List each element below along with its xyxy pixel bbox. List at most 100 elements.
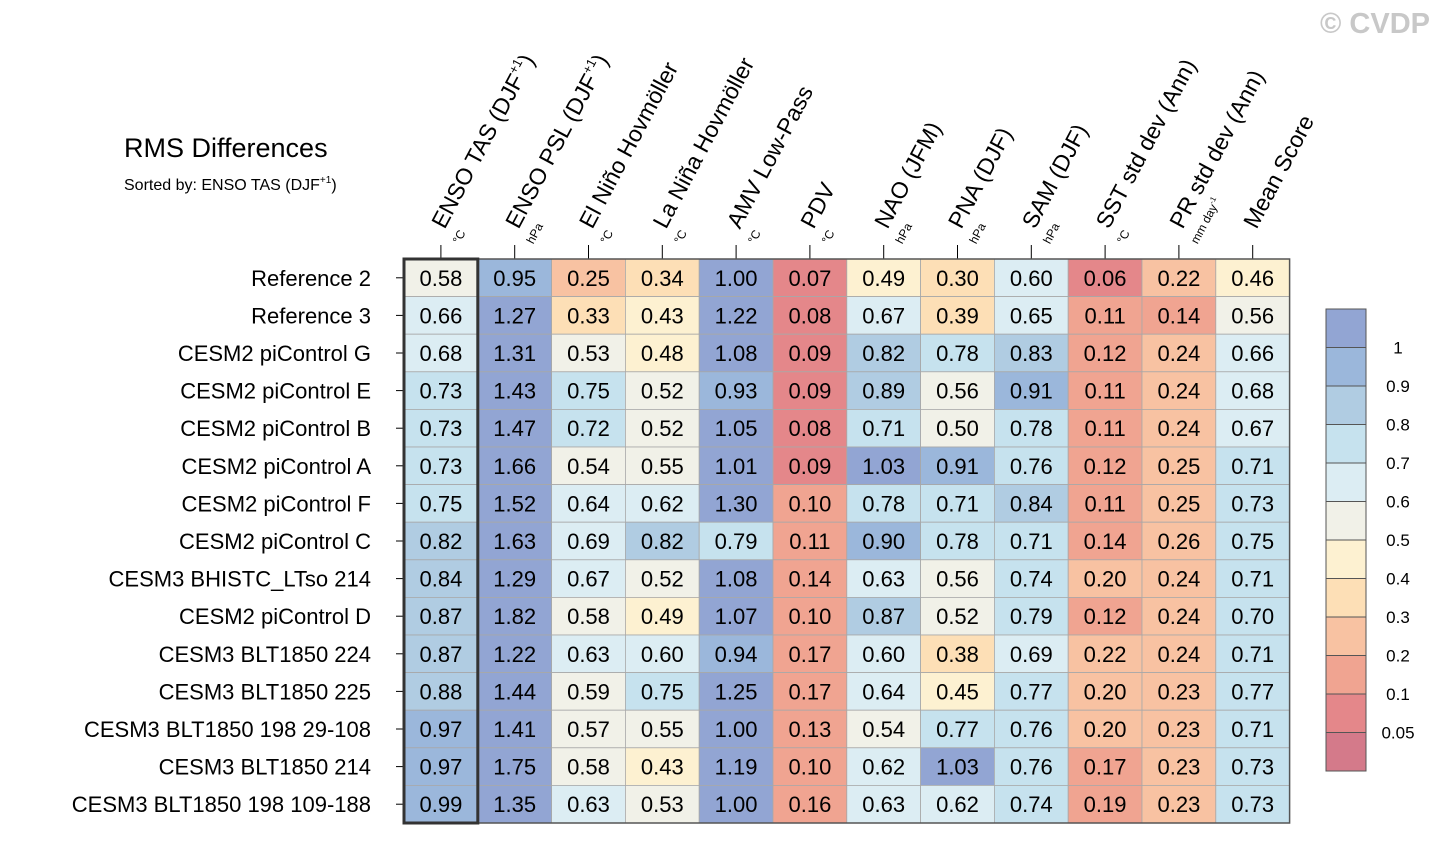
heatmap-cells: 0.58 0.95 0.25 0.34 1.00 0.07 0.49 0.30 0.60 0.06… bbox=[402, 257, 1291, 825]
cell-value-label: 0.24 bbox=[1157, 341, 1200, 366]
cell-value-label: 0.26 bbox=[1157, 529, 1200, 554]
cell-value-label: 1.08 bbox=[715, 341, 758, 366]
cell-value-label: 0.24 bbox=[1157, 642, 1200, 667]
column-unit: °C bbox=[450, 227, 469, 246]
colorbar-tick-label: 0.4 bbox=[1386, 570, 1410, 589]
cell-value-label: 0.71 bbox=[1231, 454, 1274, 479]
cell-value-label: 0.23 bbox=[1157, 679, 1200, 704]
cell-value-label: 0.64 bbox=[862, 679, 905, 704]
cell-value-label: 0.22 bbox=[1157, 266, 1200, 291]
cell-value-label: 0.24 bbox=[1157, 416, 1200, 441]
column-header: NAO (JFM)hPa bbox=[869, 117, 947, 246]
heatmap-cell bbox=[994, 559, 1069, 598]
cell-value-label: 0.74 bbox=[1010, 567, 1053, 592]
cell-value-label: 0.53 bbox=[641, 792, 684, 817]
cell-value-label: 0.25 bbox=[1157, 454, 1200, 479]
heatmap-cell bbox=[1067, 446, 1143, 485]
column-unit: °C bbox=[597, 227, 616, 246]
heatmap-cell bbox=[846, 296, 921, 335]
heatmap-cell bbox=[477, 634, 552, 673]
cell-value-label: 0.25 bbox=[567, 266, 610, 291]
heatmap-cell bbox=[1215, 333, 1291, 373]
row-label: CESM2 piControl F bbox=[181, 491, 371, 516]
heatmap-cell bbox=[403, 709, 479, 749]
heatmap-cell bbox=[994, 408, 1069, 448]
cell-value-label: 0.60 bbox=[641, 642, 684, 667]
heatmap-cell bbox=[698, 559, 774, 598]
cell-value-label: 0.73 bbox=[1231, 491, 1274, 516]
cell-value-label: 0.60 bbox=[862, 642, 905, 667]
cell-value-label: 1.52 bbox=[493, 491, 536, 516]
heatmap-cell bbox=[994, 521, 1069, 561]
cell-value-label: 0.75 bbox=[641, 679, 684, 704]
heatmap-cell bbox=[1067, 258, 1143, 297]
cell-value-label: 0.48 bbox=[641, 341, 684, 366]
heatmap-cell bbox=[698, 747, 774, 786]
heatmap-cell bbox=[625, 446, 700, 485]
cell-value-label: 0.56 bbox=[936, 567, 979, 592]
heatmap-cell bbox=[625, 408, 700, 448]
cell-value-label: 0.73 bbox=[419, 454, 462, 479]
cell-value-label: 0.52 bbox=[641, 567, 684, 592]
cell-value-label: 0.90 bbox=[862, 529, 905, 554]
heatmap-cell bbox=[994, 484, 1069, 523]
cell-value-label: 0.75 bbox=[1231, 529, 1274, 554]
chart-title: RMS Differences bbox=[124, 133, 328, 163]
heatmap-cell bbox=[551, 785, 626, 824]
cell-value-label: 0.43 bbox=[641, 303, 684, 328]
cell-value-label: 0.06 bbox=[1084, 266, 1127, 291]
cell-value-label: 0.64 bbox=[567, 491, 610, 516]
heatmap-cell bbox=[1215, 634, 1291, 673]
sorted-column-highlight bbox=[402, 257, 480, 825]
cell-value-label: 0.97 bbox=[419, 717, 462, 742]
cell-value-label: 0.58 bbox=[567, 755, 610, 780]
heatmap-cell bbox=[772, 296, 848, 335]
colorbar-frame bbox=[1325, 308, 1367, 772]
cell-value-label: 0.63 bbox=[567, 792, 610, 817]
heatmap-cell bbox=[846, 371, 921, 410]
heatmap-cell bbox=[403, 296, 479, 335]
cell-value-label: 0.78 bbox=[1010, 416, 1053, 441]
colorbar-segment bbox=[1326, 309, 1366, 348]
cell-value-label: 0.73 bbox=[1231, 755, 1274, 780]
cell-value-label: 0.87 bbox=[419, 642, 462, 667]
row-label: CESM3 BLT1850 214 bbox=[159, 755, 371, 780]
heatmap-cell bbox=[1215, 408, 1291, 448]
heatmap-cell bbox=[403, 484, 479, 523]
cell-value-label: 0.59 bbox=[567, 679, 610, 704]
heatmap-cell bbox=[994, 672, 1069, 711]
colorbar-segment bbox=[1326, 463, 1366, 502]
cell-value-label: 0.14 bbox=[1084, 529, 1127, 554]
heatmap-cell bbox=[1067, 709, 1143, 749]
heatmap-cell bbox=[1141, 408, 1217, 448]
heatmap-cell bbox=[1067, 672, 1143, 711]
heatmap-cell bbox=[994, 785, 1069, 824]
cell-value-label: 0.12 bbox=[1084, 341, 1127, 366]
cell-value-label: 0.73 bbox=[419, 416, 462, 441]
row-label: Reference 2 bbox=[251, 266, 371, 291]
heatmap-cell bbox=[1067, 371, 1143, 410]
heatmap-cell bbox=[1141, 672, 1217, 711]
cell-value-label: 0.76 bbox=[1010, 755, 1053, 780]
colorbar-segment bbox=[1326, 540, 1366, 579]
colorbar-tick-label: 0.9 bbox=[1386, 377, 1410, 396]
heatmap-cell bbox=[477, 672, 552, 711]
heatmap-cell bbox=[846, 258, 921, 297]
heatmap-cell bbox=[625, 785, 700, 824]
colorbar-segment bbox=[1326, 501, 1366, 540]
cell-value-label: 0.71 bbox=[1231, 717, 1274, 742]
heatmap-cell bbox=[1141, 258, 1217, 297]
cell-value-label: 1.63 bbox=[493, 529, 536, 554]
heatmap-cell bbox=[846, 634, 921, 673]
heatmap-cell bbox=[698, 709, 774, 749]
cell-value-label: 0.38 bbox=[936, 642, 979, 667]
cell-value-label: 0.63 bbox=[567, 642, 610, 667]
cell-value-label: 0.65 bbox=[1010, 303, 1053, 328]
column-unit: °C bbox=[671, 227, 690, 246]
heatmap-cell bbox=[1067, 408, 1143, 448]
cell-value-label: 0.88 bbox=[419, 679, 462, 704]
heatmap-cell bbox=[698, 521, 774, 561]
cell-value-label: 0.84 bbox=[1010, 491, 1053, 516]
cell-value-label: 0.77 bbox=[1231, 679, 1274, 704]
cell-value-label: 1.30 bbox=[715, 491, 758, 516]
